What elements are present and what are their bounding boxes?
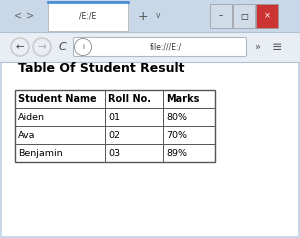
Text: ≡: ≡ — [272, 40, 282, 54]
Bar — [2, 62, 298, 236]
Text: ×: × — [263, 11, 271, 20]
Bar — [0, 62, 2, 238]
Bar — [0, 236, 300, 238]
Text: 03: 03 — [108, 149, 120, 158]
Text: <: < — [14, 11, 22, 21]
Bar — [0, 32, 300, 62]
Text: v: v — [156, 11, 160, 20]
Text: i: i — [82, 44, 84, 50]
Text: Roll No.: Roll No. — [108, 94, 151, 104]
Bar — [48, 1, 128, 31]
Text: Ava: Ava — [18, 130, 35, 139]
Text: +: + — [138, 10, 148, 23]
Text: Table Of Student Result: Table Of Student Result — [18, 61, 184, 74]
Text: 89%: 89% — [166, 149, 187, 158]
Bar — [256, 4, 278, 28]
Text: »: » — [254, 42, 260, 52]
Text: Aiden: Aiden — [18, 113, 45, 122]
Bar — [0, 0, 300, 32]
Text: C: C — [58, 42, 66, 52]
Text: 80%: 80% — [166, 113, 187, 122]
FancyBboxPatch shape — [74, 38, 247, 56]
Bar — [15, 90, 215, 162]
Text: →: → — [38, 42, 46, 52]
Text: 02: 02 — [108, 130, 120, 139]
Text: Marks: Marks — [166, 94, 200, 104]
Text: –: – — [219, 11, 223, 20]
Text: /E:/E: /E:/E — [80, 11, 97, 20]
Text: >: > — [26, 11, 34, 21]
Text: □: □ — [240, 11, 248, 20]
Text: file:///E:/: file:///E:/ — [150, 43, 182, 51]
Text: 70%: 70% — [166, 130, 187, 139]
Bar — [210, 4, 232, 28]
Bar — [298, 62, 300, 238]
Text: Student Name: Student Name — [18, 94, 97, 104]
Bar — [233, 4, 255, 28]
Text: ←: ← — [16, 42, 24, 52]
Text: Benjamin: Benjamin — [18, 149, 63, 158]
Text: 01: 01 — [108, 113, 120, 122]
